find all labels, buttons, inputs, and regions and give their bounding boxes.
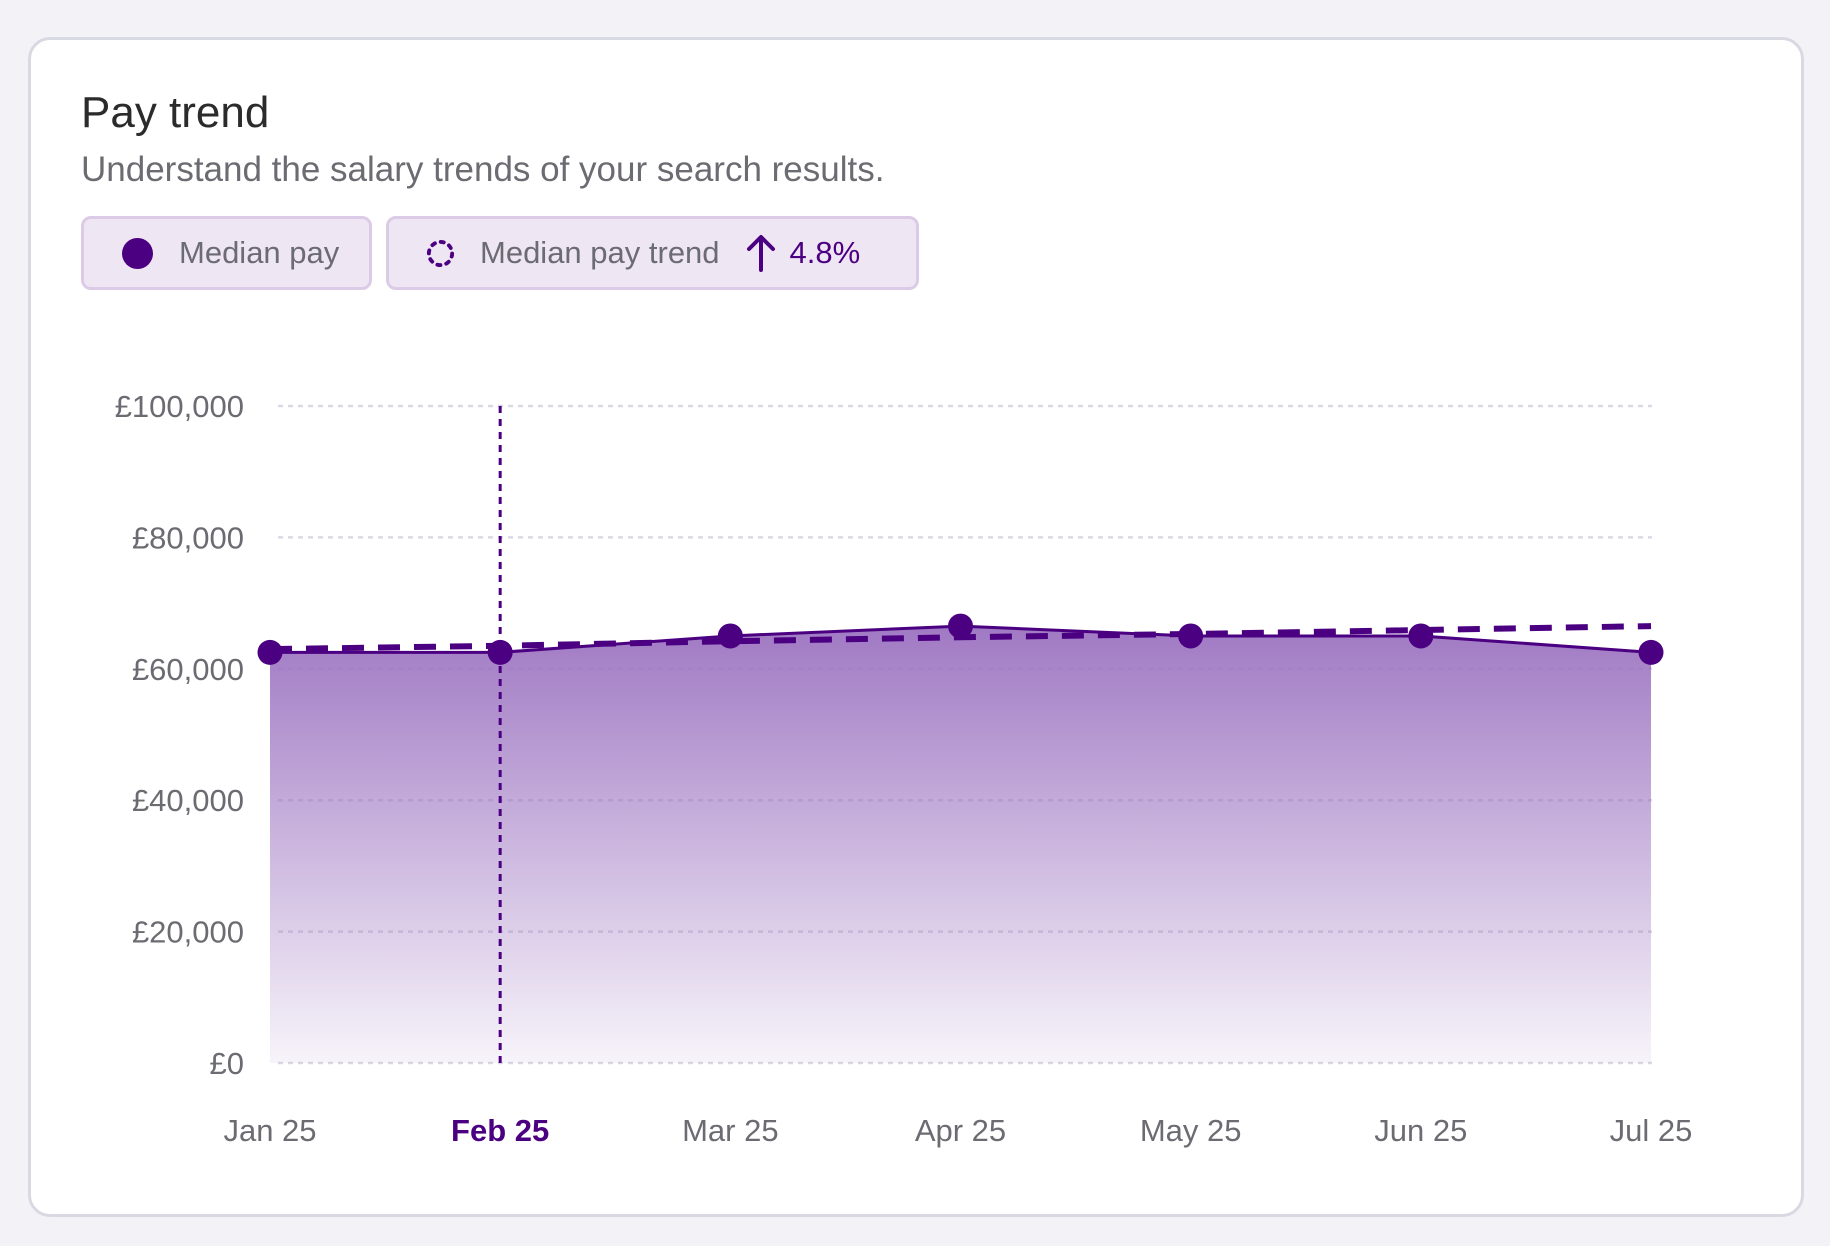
y-tick-label: £80,000	[132, 520, 244, 555]
legend-median-label: Median pay	[179, 235, 340, 270]
card-subtitle: Understand the salary trends of your sea…	[81, 150, 885, 189]
y-tick-label: £40,000	[132, 783, 244, 818]
median-pay-point	[717, 623, 743, 649]
legend-median-pay-trend[interactable]: Median pay trend 4.8%	[386, 216, 919, 290]
arrow-up-icon	[746, 235, 775, 272]
x-tick-label: Feb 25	[451, 1113, 549, 1148]
y-tick-label: £0	[210, 1046, 244, 1081]
median-pay-point	[948, 613, 973, 639]
median-pay-area	[270, 626, 1651, 1063]
x-tick-label: Jul 25	[1610, 1113, 1693, 1148]
y-tick-label: £20,000	[132, 915, 244, 950]
legend-trend-label: Median pay trend	[480, 235, 720, 270]
dotted-circle-icon	[426, 239, 455, 267]
legend-median-pay[interactable]: Median pay	[81, 216, 372, 290]
y-tick-label: £100,000	[115, 389, 244, 424]
x-tick-label: Jan 25	[223, 1113, 316, 1148]
trend-change-value: 4.8%	[789, 235, 861, 270]
x-tick-label: Jun 25	[1374, 1113, 1467, 1148]
x-tick-label: May 25	[1140, 1113, 1242, 1148]
card-title: Pay trend	[81, 88, 270, 137]
x-tick-label: Mar 25	[682, 1113, 778, 1148]
solid-dot-icon	[122, 237, 153, 269]
x-tick-label: Apr 25	[915, 1113, 1006, 1148]
y-tick-label: £60,000	[132, 652, 244, 687]
median-pay-point	[487, 639, 513, 665]
median-pay-point	[1638, 639, 1664, 665]
median-pay-point	[257, 639, 283, 665]
median-pay-point	[1408, 623, 1434, 649]
median-pay-point	[1178, 623, 1204, 649]
